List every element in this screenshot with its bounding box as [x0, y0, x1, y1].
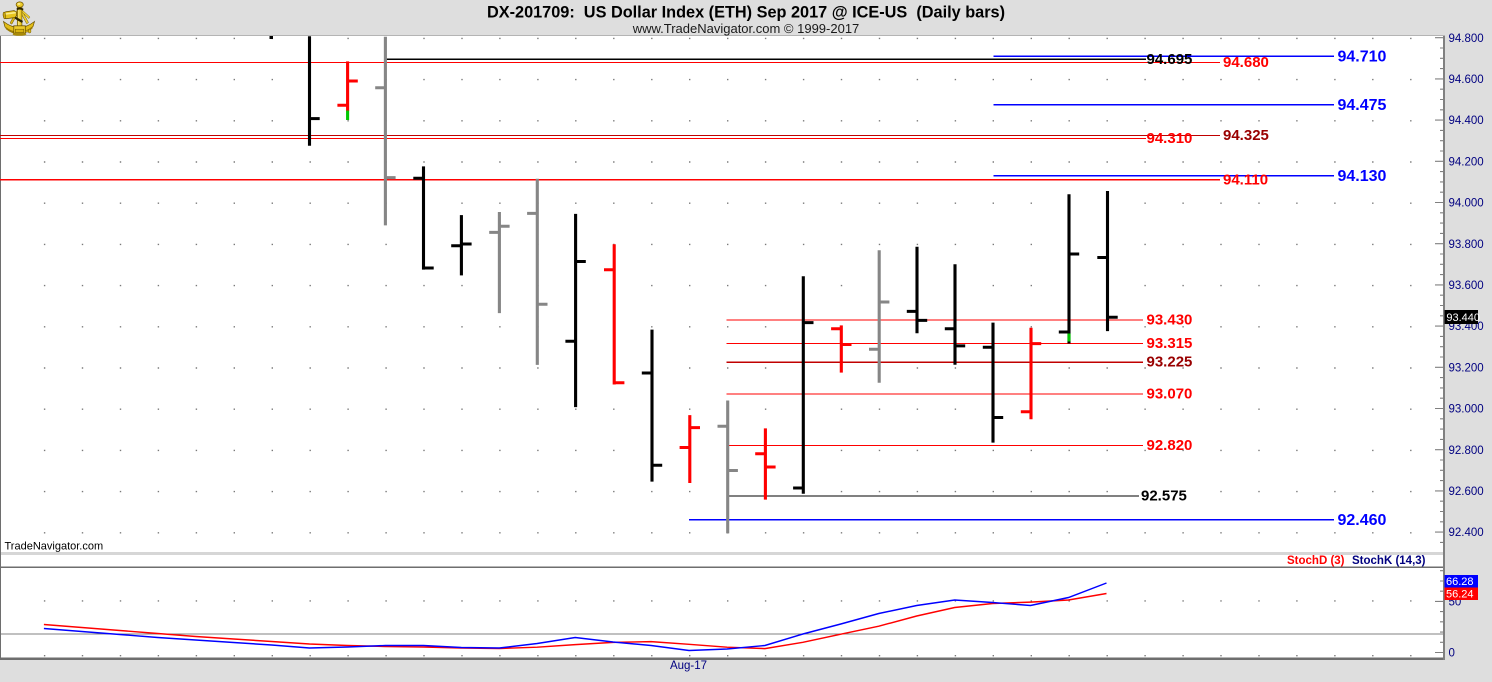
svg-text:93.000: 93.000: [1449, 404, 1484, 416]
svg-text:www.TradeNavigator.com © 1999-: www.TradeNavigator.com © 1999-2017: [632, 21, 860, 36]
svg-text:94.310: 94.310: [1147, 130, 1193, 147]
svg-text:92.820: 92.820: [1147, 437, 1193, 454]
svg-text:TradeNavigator.com: TradeNavigator.com: [5, 540, 104, 552]
svg-text:94.475: 94.475: [1338, 97, 1387, 114]
svg-text:94.710: 94.710: [1338, 49, 1387, 66]
svg-text:94.800: 94.800: [1449, 33, 1484, 45]
svg-text:94.200: 94.200: [1449, 156, 1484, 168]
svg-text:94.600: 94.600: [1449, 74, 1484, 86]
svg-text:94.000: 94.000: [1449, 198, 1484, 210]
svg-text:StochK (14,3): StochK (14,3): [1352, 555, 1426, 567]
svg-text:93.800: 93.800: [1449, 239, 1484, 251]
svg-text:94.130: 94.130: [1338, 168, 1387, 185]
svg-text:94.110: 94.110: [1223, 171, 1268, 188]
svg-text:93.440: 93.440: [1446, 312, 1480, 324]
svg-text:0: 0: [1449, 648, 1455, 660]
svg-text:92.800: 92.800: [1449, 445, 1484, 457]
svg-text:66.28: 66.28: [1446, 576, 1474, 588]
svg-text:94.695: 94.695: [1147, 51, 1193, 68]
svg-text:93.400: 93.400: [1449, 321, 1484, 333]
svg-text:StochD (3): StochD (3): [1287, 555, 1345, 567]
svg-text:DX-201709: US Dollar Index (E: DX-201709: US Dollar Index (ETH) Sep 201…: [487, 4, 1005, 22]
svg-text:94.325: 94.325: [1223, 127, 1269, 144]
svg-text:93.315: 93.315: [1147, 335, 1193, 352]
svg-text:92.460: 92.460: [1338, 512, 1387, 529]
svg-text:Aug-17: Aug-17: [670, 660, 707, 672]
svg-text:93.200: 93.200: [1449, 362, 1484, 374]
svg-text:56.24: 56.24: [1446, 589, 1474, 601]
svg-text:93.430: 93.430: [1147, 311, 1193, 328]
svg-text:94.680: 94.680: [1223, 54, 1269, 71]
svg-text:93.225: 93.225: [1147, 354, 1193, 371]
svg-text:93.070: 93.070: [1147, 386, 1193, 403]
svg-text:92.400: 92.400: [1449, 527, 1484, 539]
svg-text:94.400: 94.400: [1449, 115, 1484, 127]
svg-text:92.600: 92.600: [1449, 486, 1484, 498]
svg-text:92.575: 92.575: [1141, 488, 1187, 505]
svg-text:93.600: 93.600: [1449, 280, 1484, 292]
